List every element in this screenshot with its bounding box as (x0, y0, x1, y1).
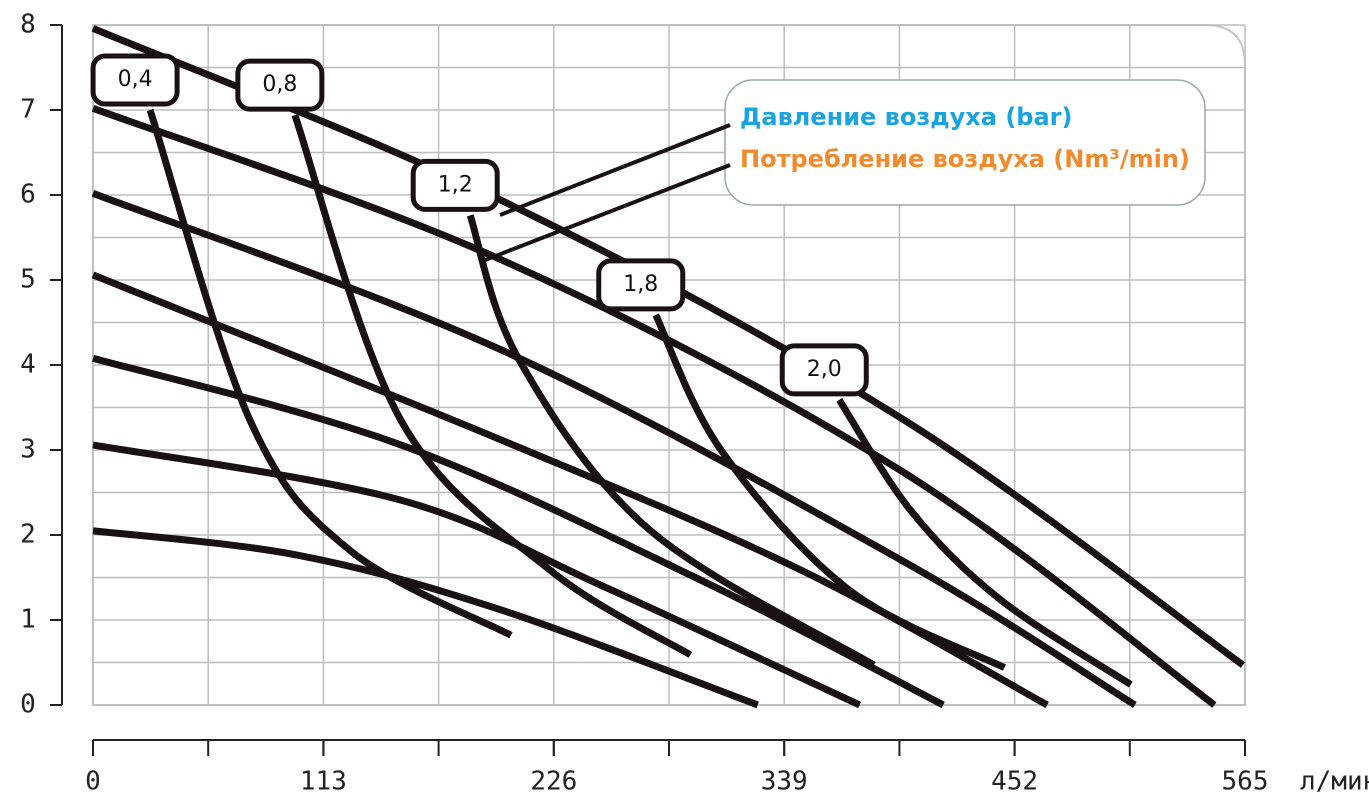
y-tick-label: 1 (20, 605, 36, 635)
y-tick-label: 6 (20, 180, 36, 210)
x-unit: л/мин (1300, 767, 1369, 797)
curve-label: 1,2 (438, 172, 473, 197)
curve-label: 1,8 (623, 272, 658, 297)
curve-label-box (596, 258, 686, 312)
curve-label-box (90, 53, 180, 107)
legend-box (724, 79, 1206, 206)
curve-label-box (410, 158, 500, 212)
pressure-line (92, 354, 945, 709)
y-tick-label: 4 (20, 350, 36, 380)
pressure-line (92, 527, 759, 709)
x-tick-label: 452 (991, 767, 1038, 797)
axes: 0 1 2 3 4 5 6 7 8 0 113 226 339 452 565 л/мин (20, 10, 1369, 797)
pressure-line (92, 441, 862, 709)
curve-label: 0,4 (118, 67, 153, 92)
y-tick-label: 5 (20, 265, 36, 295)
pressure-line (91, 105, 1217, 708)
y-tick-label: 2 (20, 520, 36, 550)
legend-pressure: Давление воздуха (bar) (740, 103, 1072, 131)
leader-line (499, 123, 731, 217)
x-tick-label: 339 (761, 767, 808, 797)
consumption-curve (466, 214, 876, 669)
leader-line (479, 163, 731, 264)
curve-label: 2,0 (807, 357, 842, 382)
y-tick-label: 0 (20, 690, 36, 720)
curve-label-box (235, 58, 325, 112)
curve-label-box (779, 343, 869, 397)
legend: Давление воздуха (bar) Потребление возду… (479, 79, 1206, 264)
y-tick-label: 8 (20, 10, 36, 40)
x-tick-label: 0 (85, 767, 101, 797)
consumption-curve (291, 113, 693, 658)
y-tick-label: 7 (20, 95, 36, 125)
pressure-line (91, 190, 1137, 708)
curve-label: 0,8 (262, 72, 297, 97)
x-tick-label: 113 (300, 767, 347, 797)
curve-labels: 0,4 0,8 1,2 1,8 2,0 (90, 53, 869, 397)
consumption-curve (146, 108, 513, 639)
y-tick-label: 3 (20, 435, 36, 465)
x-tick-label: 565 (1222, 767, 1269, 797)
consumption-curve (652, 313, 1006, 671)
x-tick-label: 226 (530, 767, 577, 797)
consumption-curve (836, 397, 1133, 688)
legend-consumption: Потребление воздуха (Nm³/min) (740, 145, 1190, 173)
